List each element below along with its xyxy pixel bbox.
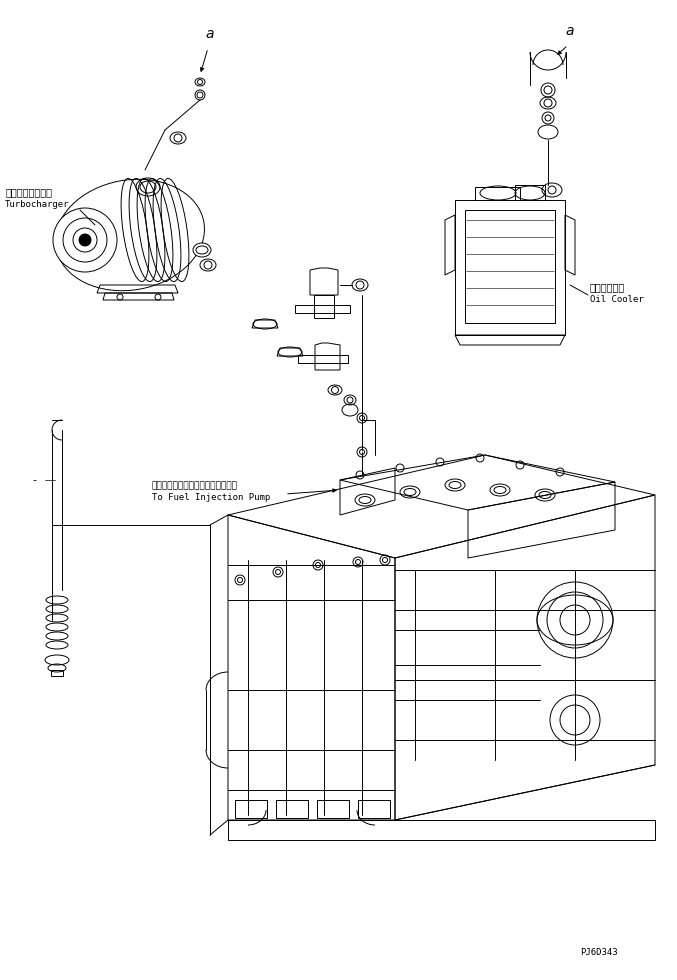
Ellipse shape: [56, 179, 204, 291]
Bar: [358, 800, 390, 818]
Text: オイルクーラ: オイルクーラ: [590, 282, 626, 292]
Ellipse shape: [53, 208, 117, 272]
Text: -: -: [32, 475, 36, 485]
Text: To Fuel Injection Pump: To Fuel Injection Pump: [152, 493, 270, 502]
Text: ターボチャージャ: ターボチャージャ: [5, 187, 52, 197]
Ellipse shape: [79, 234, 91, 246]
Bar: [235, 800, 267, 818]
Bar: [51, 670, 63, 676]
Text: Oil Cooler: Oil Cooler: [590, 295, 644, 304]
Text: PJ6D343: PJ6D343: [580, 948, 617, 957]
Text: Turbocharger: Turbocharger: [5, 200, 70, 209]
Bar: [276, 800, 308, 818]
Text: a: a: [565, 24, 573, 38]
Bar: [298, 355, 348, 363]
Bar: [295, 305, 350, 313]
Text: a: a: [205, 27, 213, 41]
Ellipse shape: [193, 243, 211, 257]
Text: フェエルインジェクションポンプヘ: フェエルインジェクションポンプヘ: [152, 481, 238, 490]
Bar: [317, 800, 349, 818]
